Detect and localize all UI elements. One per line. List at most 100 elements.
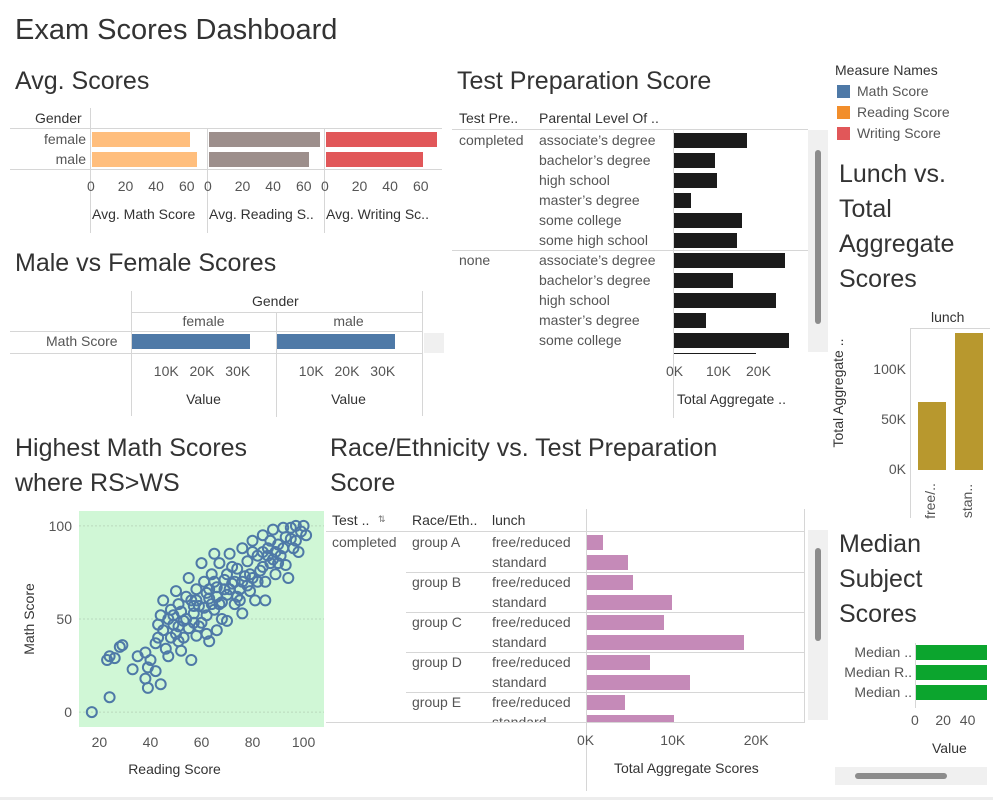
scatter-point-132 bbox=[187, 600, 200, 612]
avg-bar-2-female[interactable] bbox=[326, 132, 438, 147]
median-bar-2[interactable] bbox=[916, 685, 987, 700]
legend-label-0[interactable]: Math Score bbox=[857, 83, 929, 99]
avg-bar-1-female[interactable] bbox=[209, 132, 321, 147]
scatter-point-101 bbox=[256, 560, 269, 573]
legend-swatch-1[interactable] bbox=[837, 106, 850, 119]
scatter-point-122 bbox=[154, 609, 167, 622]
race-axis-title: Total Aggregate Scores bbox=[614, 760, 759, 776]
legend-label-2[interactable]: Writing Score bbox=[857, 125, 941, 141]
race-group-3: group D bbox=[412, 654, 462, 670]
parental-label: high school bbox=[539, 172, 610, 188]
test-prep-scroll-thumb[interactable] bbox=[815, 150, 821, 324]
scatter-point-84 bbox=[200, 627, 213, 640]
sort-icon[interactable]: ⇅ bbox=[378, 514, 386, 524]
test-prep-bar[interactable] bbox=[674, 313, 707, 328]
test-prep-bar[interactable] bbox=[674, 173, 718, 188]
mvf-bar-male[interactable] bbox=[277, 334, 396, 349]
scatter-point-17 bbox=[162, 650, 175, 663]
scatter-point-56 bbox=[246, 534, 259, 547]
test-prep-title: Test Preparation Score bbox=[457, 67, 712, 95]
male-vs-female-chart: Gender Math Score female 10K 20K 30K Value male… bbox=[0, 285, 445, 420]
race-tick-0: 0K bbox=[577, 732, 595, 748]
legend-title: Measure Names bbox=[835, 62, 938, 78]
scatter-point-105 bbox=[185, 594, 198, 607]
pane-line bbox=[90, 108, 91, 233]
lunch-bar-1[interactable] bbox=[955, 333, 983, 470]
avg-bar-2-male[interactable] bbox=[326, 152, 424, 167]
legend-swatch-2[interactable] bbox=[837, 127, 850, 140]
median-tick-0: 0 bbox=[911, 712, 919, 728]
race-bar[interactable] bbox=[587, 695, 626, 710]
median-bar-1[interactable] bbox=[916, 665, 987, 680]
y-tick-0: 0 bbox=[64, 704, 72, 720]
scatter-point-29 bbox=[190, 583, 203, 596]
test-prep-bar[interactable] bbox=[674, 293, 777, 308]
scatter-svg: 0 50 100 20 40 60 80 100 Reading Score Math Score bbox=[21, 511, 324, 777]
test-prep-bar[interactable] bbox=[674, 233, 737, 248]
lunch-tick-50000: 50K bbox=[881, 411, 906, 427]
race-bar[interactable] bbox=[587, 555, 628, 570]
avg-bar-1-male[interactable] bbox=[209, 152, 310, 167]
lunch-title-line-3: Scores bbox=[839, 265, 917, 293]
race-bar[interactable] bbox=[587, 595, 672, 610]
measure-legend[interactable]: Math Score Reading Score Writing Score bbox=[835, 82, 985, 147]
test-prep-bar[interactable] bbox=[674, 193, 692, 208]
avg-bar-0-female[interactable] bbox=[92, 132, 190, 147]
test-prep-bar[interactable] bbox=[674, 153, 715, 168]
scatter-point-83 bbox=[208, 547, 221, 560]
scatter-point-4 bbox=[108, 652, 121, 665]
scroll-stub[interactable] bbox=[424, 333, 444, 353]
avg-tick-0-20: 20 bbox=[117, 178, 134, 194]
race-bar[interactable] bbox=[587, 655, 651, 670]
race-bar[interactable] bbox=[587, 615, 664, 630]
legend-swatch-0[interactable] bbox=[837, 85, 850, 98]
group-divider bbox=[452, 250, 808, 251]
median-hscroll-thumb[interactable] bbox=[855, 773, 947, 779]
col-header-lunch: lunch bbox=[492, 512, 526, 528]
bottom-line bbox=[326, 722, 804, 723]
test-prep-bar[interactable] bbox=[674, 253, 785, 268]
test-prep-bar[interactable] bbox=[674, 133, 747, 148]
race-bar[interactable] bbox=[587, 575, 633, 590]
race-title-line-1: Score bbox=[330, 469, 396, 497]
race-bar[interactable] bbox=[587, 675, 690, 690]
header-line bbox=[131, 312, 422, 313]
test-prep-bar[interactable] bbox=[674, 273, 733, 288]
avg-axis-title-0: Avg. Math Score bbox=[92, 206, 196, 222]
scatter-point-87 bbox=[215, 613, 228, 625]
median-title-line-0: Median bbox=[839, 530, 921, 558]
group-divider bbox=[406, 572, 804, 573]
lunch-bar-0[interactable] bbox=[918, 402, 946, 470]
header-line bbox=[910, 328, 990, 329]
x-tick-80: 80 bbox=[245, 734, 261, 750]
row-line bbox=[10, 331, 422, 332]
parental-label: associate’s degree bbox=[539, 132, 656, 148]
race-bar[interactable] bbox=[587, 535, 603, 550]
col-header-parental: Parental Level Of .. bbox=[539, 110, 659, 126]
race-bar[interactable] bbox=[587, 635, 744, 650]
scatter-point-97 bbox=[190, 594, 203, 607]
test-group-completed: completed bbox=[459, 132, 524, 148]
scatter-point-113 bbox=[284, 521, 297, 534]
race-scroll-thumb[interactable] bbox=[815, 548, 821, 641]
scatter-point-7 bbox=[126, 663, 139, 676]
race-group-0: group A bbox=[412, 534, 461, 550]
scatter-point-55 bbox=[244, 585, 256, 598]
median-label-2: Median .. bbox=[854, 684, 912, 700]
lunch-title-line-0: Lunch vs. bbox=[839, 160, 947, 188]
scatter-point-99 bbox=[221, 568, 233, 581]
test-prep-bar[interactable] bbox=[674, 333, 790, 348]
legend-label-1[interactable]: Reading Score bbox=[857, 104, 950, 120]
mvf-bar-female[interactable] bbox=[132, 334, 250, 349]
test-prep-bar[interactable] bbox=[674, 213, 742, 228]
group-divider bbox=[406, 692, 804, 693]
scatter-point-5 bbox=[113, 640, 126, 653]
avg-bar-0-male[interactable] bbox=[92, 152, 198, 167]
lunch-tick-0: 0K bbox=[888, 461, 906, 477]
median-bar-0[interactable] bbox=[916, 645, 987, 660]
axis-mask-2 bbox=[674, 354, 814, 418]
y-tick-50: 50 bbox=[56, 611, 72, 627]
scatter-point-23 bbox=[175, 644, 188, 657]
scatter-point-1 bbox=[103, 691, 116, 704]
axis-line bbox=[586, 723, 587, 791]
